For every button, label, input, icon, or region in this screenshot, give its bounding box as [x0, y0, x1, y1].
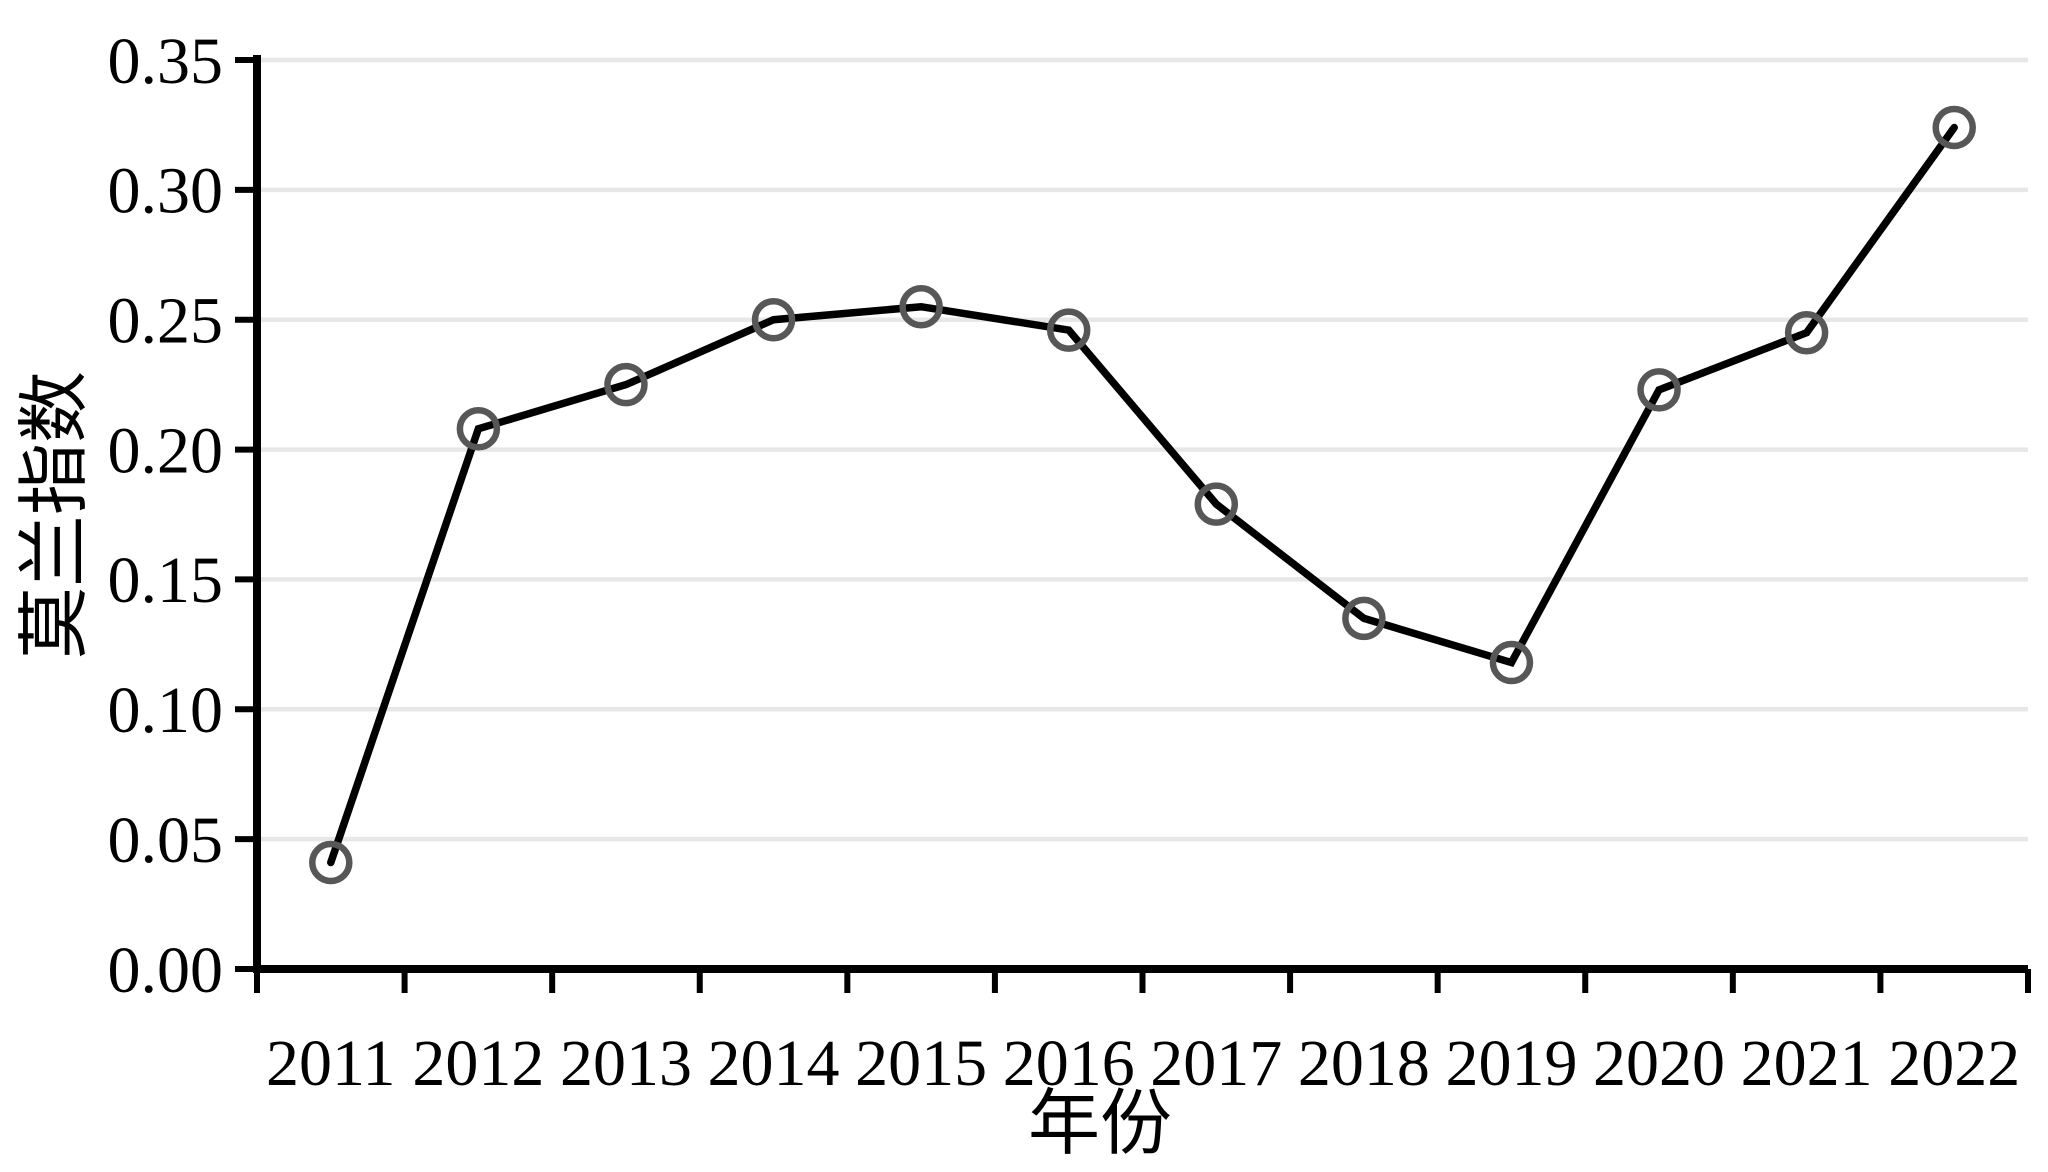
y-tick-label: 0.20 [108, 414, 224, 487]
data-point-2020 [1637, 368, 1681, 412]
data-line [327, 123, 1958, 867]
x-tick-label: 2016 [1003, 1027, 1135, 1100]
data-point-2014 [751, 297, 796, 342]
data-point-2017 [1194, 482, 1239, 526]
data-series [309, 105, 1976, 885]
y-tick-label: 0.15 [108, 544, 224, 617]
data-point-2016 [1046, 308, 1091, 352]
data-point-2015 [899, 284, 943, 329]
x-tick-label: 2020 [1593, 1027, 1725, 1100]
data-point-2021 [1784, 310, 1829, 355]
x-tick-label: 2018 [1298, 1027, 1430, 1100]
y-tick-label: 0.25 [108, 284, 224, 357]
x-tick-label: 2022 [1888, 1027, 2020, 1100]
y-tick-label: 0.30 [108, 155, 224, 228]
x-tick-label: 2013 [560, 1027, 692, 1100]
x-tick-label: 2012 [412, 1027, 544, 1100]
x-tick-label: 2011 [266, 1027, 396, 1100]
data-point-2022 [1932, 105, 1976, 150]
x-axis-title: 年份 [1027, 1084, 1173, 1164]
data-point-2018 [1342, 596, 1386, 641]
data-point-2012 [456, 407, 501, 451]
y-tick-label: 0.10 [108, 674, 224, 747]
x-tick-label: 2015 [855, 1027, 987, 1100]
data-point-2013 [604, 362, 648, 407]
x-tick-label: 2014 [708, 1027, 840, 1100]
data-point-2011 [309, 840, 353, 885]
x-tick-label: 2021 [1741, 1027, 1873, 1100]
y-tick-label: 0.35 [108, 25, 224, 98]
data-point-2019 [1489, 640, 1534, 685]
x-tick-label: 2017 [1150, 1027, 1282, 1100]
x-axis-ticks: 2011 2012 2013 2014 2015 2016 2017 2018 2019 2020… [254, 969, 2031, 1100]
y-axis-ticks: 0.00 0.05 0.10 0.15 0.20 0.25 0.30 0.35 [108, 25, 257, 1007]
gridlines [257, 57, 2028, 842]
y-tick-label: 0.05 [108, 804, 224, 877]
x-tick-label: 2019 [1445, 1027, 1577, 1100]
y-axis-title: 莫兰指数 [15, 370, 95, 660]
y-tick-label: 0.00 [108, 934, 224, 1007]
